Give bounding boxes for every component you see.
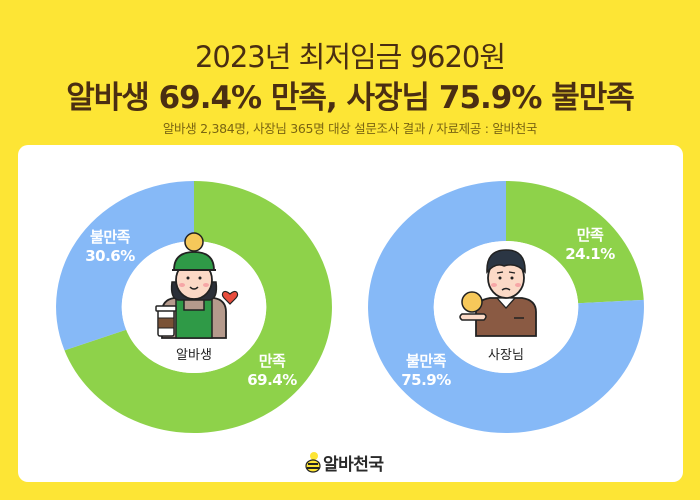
- left-dissatisfied-name: 불만족: [90, 228, 130, 246]
- right-satisfied-value: 24.1%: [565, 245, 615, 263]
- title-line-1: 2023년 최저임금 9620원: [194, 40, 506, 74]
- donut-segment-dissatisfied: [56, 181, 195, 351]
- left-dissatisfied-value: 30.6%: [85, 247, 135, 265]
- business-owner-icon: [459, 249, 537, 337]
- title-line-2: 알바생 69.4% 만족, 사장님 75.9% 불만족: [66, 80, 635, 116]
- right-dissatisfied-value: 75.9%: [401, 371, 451, 389]
- right-satisfied-label: 만족 24.1%: [562, 226, 618, 264]
- logo-text: 알바천국: [323, 454, 384, 475]
- subtitle: 알바생 2,384명, 사장님 365명 대상 설문조사 결과 / 자료제공 :…: [162, 121, 538, 136]
- right-satisfied-name: 만족: [576, 226, 604, 244]
- right-dissatisfied-name: 불만족: [406, 352, 446, 370]
- left-dissatisfied-label: 불만족 30.6%: [82, 228, 138, 266]
- bee-icon: [305, 452, 321, 473]
- donut-segment-dissatisfied: [368, 181, 644, 433]
- right-dissatisfied-label: 불만족 75.9%: [398, 352, 454, 390]
- albachunguk-logo: 알바천국: [305, 450, 384, 475]
- part-timer-barista-icon: [155, 232, 239, 339]
- right-center-label: 사장님: [488, 348, 524, 363]
- left-satisfied-value: 69.4%: [247, 371, 297, 389]
- donut-segment-satisfied: [64, 181, 332, 433]
- left-center-label: 알바생: [176, 348, 212, 363]
- left-satisfied-name: 만족: [258, 352, 286, 370]
- donut-segment-satisfied: [506, 181, 644, 304]
- left-satisfied-label: 만족 69.4%: [242, 352, 302, 390]
